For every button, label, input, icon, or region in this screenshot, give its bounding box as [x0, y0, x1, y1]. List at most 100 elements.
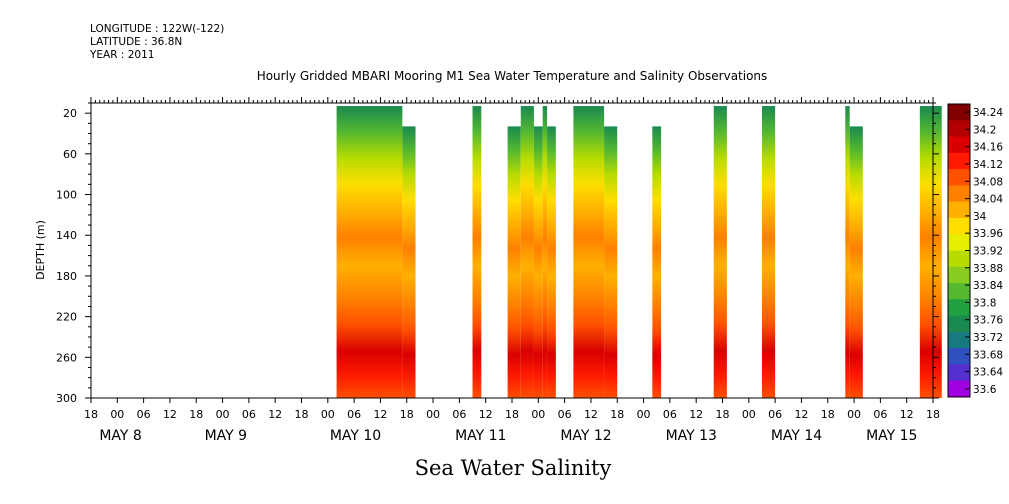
data-segment [761, 106, 776, 398]
data-segment [336, 106, 403, 398]
data-segment [849, 126, 863, 399]
x-hour-tick-label: 12 [268, 408, 282, 421]
data-segment [713, 106, 727, 398]
x-day-label: MAY 8 [99, 428, 141, 444]
data-segment [845, 106, 850, 398]
x-hour-tick-label: 00 [110, 408, 124, 421]
colorbar-label: 33.72 [973, 332, 1003, 344]
data-segment [919, 106, 942, 398]
latitude-label: LATITUDE : 36.8N [90, 36, 183, 48]
colorbar-swatch [948, 217, 970, 235]
y-tick-label: 180 [56, 270, 77, 283]
colorbar-swatch [948, 136, 970, 154]
axes: 18 00 06 12 18 00 06 12 18 00 06 12 18 00 06 12 18 00 06 12… [56, 97, 940, 444]
x-hour-tick-label: 06 [873, 408, 887, 421]
colorbar-swatch [948, 104, 970, 121]
x-hour-tick-label: 06 [452, 408, 466, 421]
x-hour-tick-label: 06 [347, 408, 361, 421]
data-segment [533, 126, 543, 399]
x-hour-tick-label: 18 [926, 408, 940, 421]
colorbar-label: 33.6 [973, 384, 997, 396]
colorbar-label: 34.16 [973, 142, 1003, 154]
colorbar-label: 33.68 [973, 349, 1003, 361]
y-tick-label: 260 [56, 351, 77, 364]
x-hour-tick-label: 18 [610, 408, 624, 421]
data-segment [542, 106, 548, 398]
x-day-label: MAY 10 [330, 428, 381, 444]
x-day-label: MAY 9 [205, 428, 247, 444]
data-segment [573, 106, 605, 398]
colorbar-swatch [948, 250, 970, 268]
colorbar-swatch [948, 152, 970, 170]
x-hour-tick-label: 00 [426, 408, 440, 421]
x-hour-tick-label: 12 [163, 408, 177, 421]
y-tick-label: 140 [56, 229, 77, 242]
x-hour-tick-label: 18 [400, 408, 414, 421]
x-hour-tick-label: 00 [531, 408, 545, 421]
x-day-label: MAY 15 [866, 428, 917, 444]
colorbar-swatch [948, 120, 970, 138]
colorbar-swatch [948, 234, 970, 251]
x-day-label: MAY 12 [560, 428, 611, 444]
x-hour-tick-label: 00 [216, 408, 230, 421]
x-hour-tick-label: 12 [584, 408, 598, 421]
colorbar-swatch [948, 364, 970, 382]
colorbar-label: 34.12 [973, 159, 1003, 171]
x-day-label: MAY 13 [666, 428, 717, 444]
x-hour-tick-label: 12 [373, 408, 387, 421]
colorbar-label: 33.92 [973, 246, 1003, 258]
colorbar-swatch [948, 380, 970, 398]
x-hour-tick-label: 12 [689, 408, 703, 421]
x-hour-tick-label: 00 [742, 408, 756, 421]
y-tick-label: 100 [56, 189, 77, 202]
x-hour-tick-label: 18 [505, 408, 519, 421]
colorbar-swatch [948, 201, 970, 219]
x-hour-tick-label: 00 [637, 408, 651, 421]
colorbar-label: 34.04 [973, 194, 1003, 206]
y-tick-label: 300 [56, 392, 77, 405]
x-day-label: MAY 14 [771, 428, 822, 444]
colorbar-label: 34.2 [973, 124, 996, 136]
colorbar-label: 33.8 [973, 297, 996, 309]
variable-title: Sea Water Salinity [415, 456, 612, 480]
colorbar-swatch [948, 283, 970, 300]
data-segment [507, 126, 521, 399]
y-axis-label: DEPTH (m) [34, 220, 47, 280]
data-segment [520, 106, 534, 398]
colorbar-swatch [948, 299, 970, 317]
x-hour-tick-label: 12 [900, 408, 914, 421]
x-hour-tick-label: 12 [479, 408, 493, 421]
year-label: YEAR : 2011 [90, 49, 155, 61]
colorbar-label: 34.08 [973, 176, 1003, 188]
colorbar-swatch [948, 169, 970, 186]
colorbar-swatch [948, 331, 970, 349]
colorbar-swatch [948, 315, 970, 333]
colorbar-label: 34 [973, 211, 987, 223]
x-hour-tick-label: 12 [794, 408, 808, 421]
colorbar-label: 33.88 [973, 263, 1003, 275]
x-hour-tick-label: 18 [821, 408, 835, 421]
x-hour-tick-label: 06 [768, 408, 782, 421]
y-tick-label: 220 [56, 311, 77, 324]
x-hour-tick-label: 06 [137, 408, 151, 421]
colorbar-swatch [948, 266, 970, 284]
colorbar-label: 33.76 [973, 315, 1003, 327]
colorbar: 34.24 34.2 34.16 34.12 34.08 34.04 34 33.96 33.9… [947, 103, 1003, 398]
colorbar-label: 33.64 [973, 367, 1003, 379]
x-day-label: MAY 11 [455, 428, 506, 444]
plot-area [336, 106, 942, 399]
x-hour-tick-label: 06 [663, 408, 677, 421]
data-segment [604, 126, 618, 399]
x-hour-tick-label: 00 [321, 408, 335, 421]
colorbar-label: 33.84 [973, 280, 1003, 292]
colorbar-label: 33.96 [973, 228, 1003, 240]
x-hour-tick-label: 18 [295, 408, 309, 421]
data-segment [652, 126, 662, 399]
x-hour-tick-label: 18 [716, 408, 730, 421]
x-hour-tick-label: 06 [242, 408, 256, 421]
data-segment [472, 106, 482, 398]
x-hour-tick-label: 18 [189, 408, 203, 421]
colorbar-label: 34.24 [973, 107, 1003, 119]
chart-title: Hourly Gridded MBARI Mooring M1 Sea Wate… [257, 69, 768, 83]
